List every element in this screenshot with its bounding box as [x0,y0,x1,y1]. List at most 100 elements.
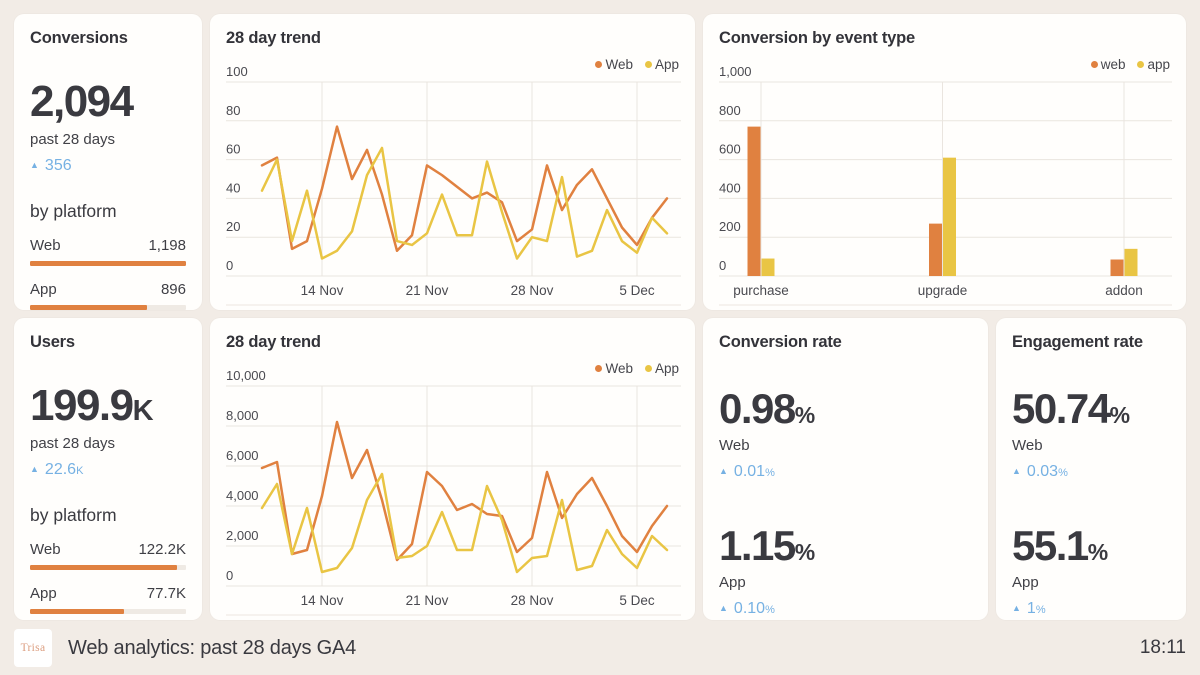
platform-bar-web [30,261,186,266]
chart-legend: Web App [595,57,679,72]
platform-bar-track [30,609,186,614]
card-title: Conversion rate [719,333,842,351]
metric-delta-unit: % [765,604,775,616]
kpi-delta-value: 356 [44,157,72,174]
increase-arrow-icon: ▲ [1012,603,1021,613]
platform-row-web: Web 122.2K [30,541,186,558]
increase-arrow-icon: ▲ [30,160,39,170]
rate-card-body: 0.98% Web ▲ 0.01% 1.15% App ▲ 0.10% [719,362,972,618]
legend-label: Web [605,57,633,72]
platform-bar-app [30,305,147,310]
metric-delta: ▲ 1% [1012,600,1170,618]
dashboard-title: Web analytics: past 28 days GA4 [68,636,357,659]
legend-item-app: app [1137,57,1170,72]
legend-label: Web [605,361,633,376]
card-title: Users [30,333,75,351]
legend-label: App [654,361,679,376]
metric-label: Web [719,437,750,454]
svg-text:14 Nov: 14 Nov [301,283,344,298]
by-platform-heading: by platform [30,201,117,221]
card-title: Conversion by event type [719,29,916,47]
clock: 18:11 [1139,637,1186,658]
kpi-number: 199.9 [30,381,134,430]
metric-delta-unit: % [1058,467,1068,479]
kpi-delta-suffix: K [76,465,84,477]
conversions-line-chart: 0 20 40 60 80 100 14 Nov 21 Nov 28 Nov 5 Dec [226,64,681,306]
platform-bar-app [30,609,124,614]
metric-delta: ▲ 0.01% [719,463,972,481]
metric-delta: ▲ 0.03% [1012,463,1170,481]
users-total-value: 199.9K [30,384,186,428]
kpi-number: 2,094 [30,77,134,126]
legend-item-web: Web [595,361,633,376]
legend-item-web: web [1090,57,1126,72]
kpi-delta: ▲ 22.6K [30,461,186,479]
svg-text:1,000: 1,000 [719,64,752,79]
app-series-dot-icon [1137,61,1145,68]
svg-text:0: 0 [226,568,233,583]
metric-app: 55.1% App ▲ 1% [1012,525,1170,618]
platform-value: 1,198 [148,237,186,254]
svg-text:2,000: 2,000 [226,528,259,543]
metric-unit: % [1109,402,1131,428]
legend-label: web [1100,57,1126,72]
metric-value: 0.98% [719,388,972,430]
kpi-period-label: past 28 days [30,435,116,452]
svg-text:21 Nov: 21 Nov [406,593,449,608]
kpi-number-suffix: K [132,395,154,427]
card-title: Engagement rate [1012,333,1143,351]
metric-label: App [719,574,746,591]
dashboard-footer: Trisa Web analytics: past 28 days GA4 18… [14,628,1186,668]
platform-value: 896 [160,281,186,298]
kpi-body: 2,094 past 28 days ▲ 356 by platform Web … [30,58,186,310]
metric-delta: ▲ 0.10% [719,600,972,618]
svg-text:0: 0 [719,258,726,273]
platform-value: 122.2K [138,541,186,558]
platform-label: Web [30,237,61,254]
svg-text:28 Nov: 28 Nov [511,283,554,298]
legend-label: App [654,57,679,72]
metric-number: 1.15 [719,522,796,569]
metric-web: 0.98% Web ▲ 0.01% [719,388,972,481]
svg-text:800: 800 [719,103,741,118]
app-series-dot-icon [644,365,652,372]
users-line-chart: 0 2,000 4,000 6,000 8,000 10,000 14 Nov 21 Nov 2… [226,368,681,616]
platform-label: Web [30,541,61,558]
rate-card-body: 50.74% Web ▲ 0.03% 55.1% App ▲ 1% [1012,362,1170,618]
conversions-kpi-card: Conversions 2,094 past 28 days ▲ 356 by p… [14,14,202,310]
engagement-rate-card: Engagement rate 50.74% Web ▲ 0.03% 55.1% … [996,318,1186,620]
web-series-dot-icon [595,61,603,68]
legend-label: app [1147,57,1170,72]
svg-text:14 Nov: 14 Nov [301,593,344,608]
conversions-total-value: 2,094 [30,80,186,124]
metric-number: 50.74 [1012,385,1111,432]
svg-text:28 Nov: 28 Nov [511,593,554,608]
svg-text:100: 100 [226,64,248,79]
svg-text:600: 600 [719,142,741,157]
web-series-dot-icon [1090,61,1098,68]
kpi-delta-value: 22.6 [44,461,77,478]
svg-text:40: 40 [226,180,240,195]
card-title: 28 day trend [226,29,321,47]
svg-text:purchase: purchase [733,283,789,298]
svg-text:400: 400 [719,180,741,195]
increase-arrow-icon: ▲ [1012,466,1021,476]
metric-web: 50.74% Web ▲ 0.03% [1012,388,1170,481]
metric-number: 0.98 [719,385,796,432]
platform-value: 77.7K [146,585,186,602]
increase-arrow-icon: ▲ [719,603,728,613]
platform-label: App [30,281,57,298]
metric-delta-value: 0.03 [1026,463,1059,480]
metric-app: 1.15% App ▲ 0.10% [719,525,972,618]
web-series-dot-icon [595,365,603,372]
card-title: Conversions [30,29,128,47]
metric-number: 55.1 [1012,522,1089,569]
metric-delta-unit: % [765,467,775,479]
platform-bar-track [30,565,186,570]
brand-logo-text: Trisa [20,642,46,654]
chart-legend: web app [1090,57,1170,72]
platform-row-app: App 896 [30,281,186,298]
metric-delta-unit: % [1035,604,1046,616]
conversions-trend-card: 28 day trend Web App 0 20 40 60 80 100 14 Nov 21… [210,14,695,310]
svg-text:8,000: 8,000 [226,408,259,423]
